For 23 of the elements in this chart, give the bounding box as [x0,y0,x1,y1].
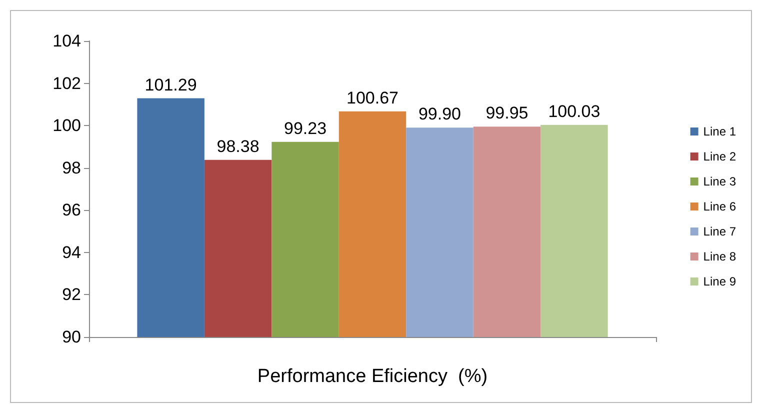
text: 99.90 [418,104,462,124]
text: 98.38 [216,136,260,156]
text: 100.67 [346,88,398,108]
y-tick-label: 90 [62,328,81,346]
y-tick-label: 100 [52,116,81,136]
text: 101.29 [144,75,197,94]
text: 99.23 [284,118,327,138]
legend-label: Line 8 [703,250,736,264]
text: 100.03 [548,102,600,121]
y-tick-label: 94 [62,242,81,262]
y-tick-label: 92 [62,285,81,304]
y-tick-label: 104 [52,32,81,50]
legend-label: Line 1 [703,124,736,138]
x-axis-title: Performance Eficiency (%) [257,366,488,387]
legend-label: Line 2 [703,150,736,164]
y-tick-label: 98 [62,158,81,178]
legend-label: Line 3 [703,174,736,188]
y-tick-label: 102 [52,74,81,93]
y-tick-label: 96 [62,200,81,220]
text: 99.95 [486,104,528,123]
legend-label: Line 6 [703,200,736,214]
legend-label: Line 7 [703,224,736,238]
legend-label: Line 9 [703,274,736,288]
